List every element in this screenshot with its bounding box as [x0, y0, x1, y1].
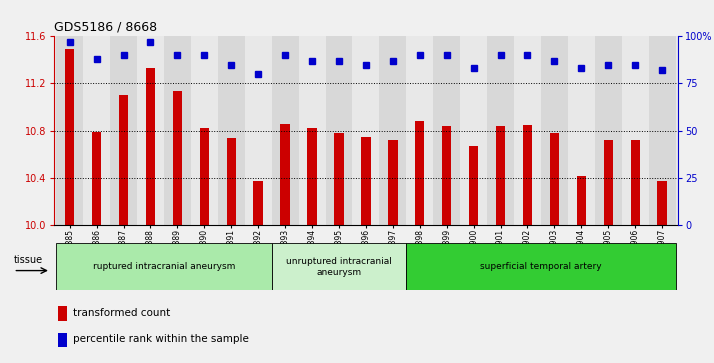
- Bar: [379, 36, 406, 225]
- Bar: [415, 121, 425, 225]
- Bar: [406, 36, 433, 225]
- Bar: [388, 140, 398, 225]
- Bar: [56, 36, 83, 225]
- Bar: [577, 175, 586, 225]
- Bar: [550, 133, 559, 225]
- Text: ruptured intracranial aneurysm: ruptured intracranial aneurysm: [93, 262, 235, 271]
- Bar: [658, 182, 667, 225]
- Bar: [92, 132, 101, 225]
- Bar: [226, 138, 236, 225]
- Bar: [496, 126, 506, 225]
- Bar: [65, 49, 74, 225]
- Bar: [433, 36, 461, 225]
- Bar: [200, 128, 209, 225]
- Bar: [595, 36, 622, 225]
- FancyBboxPatch shape: [56, 243, 271, 290]
- Text: superficial temporal artery: superficial temporal artery: [480, 262, 602, 271]
- Text: percentile rank within the sample: percentile rank within the sample: [73, 334, 248, 344]
- Text: GDS5186 / 8668: GDS5186 / 8668: [54, 21, 156, 34]
- Bar: [253, 182, 263, 225]
- Bar: [603, 140, 613, 225]
- Bar: [622, 36, 649, 225]
- Bar: [191, 36, 218, 225]
- FancyBboxPatch shape: [406, 243, 675, 290]
- Bar: [649, 36, 675, 225]
- Bar: [83, 36, 110, 225]
- Bar: [58, 333, 67, 347]
- Bar: [353, 36, 379, 225]
- Bar: [630, 140, 640, 225]
- Bar: [523, 125, 532, 225]
- Bar: [461, 36, 487, 225]
- Bar: [298, 36, 326, 225]
- Bar: [469, 146, 478, 225]
- Bar: [442, 126, 451, 225]
- Bar: [164, 36, 191, 225]
- Bar: [514, 36, 541, 225]
- Bar: [58, 306, 67, 321]
- Bar: [119, 95, 129, 225]
- Bar: [568, 36, 595, 225]
- Text: transformed count: transformed count: [73, 308, 170, 318]
- Bar: [271, 36, 298, 225]
- Text: tissue: tissue: [14, 255, 43, 265]
- Bar: [137, 36, 164, 225]
- Bar: [334, 133, 343, 225]
- Bar: [281, 123, 290, 225]
- Bar: [541, 36, 568, 225]
- Bar: [487, 36, 514, 225]
- FancyBboxPatch shape: [271, 243, 406, 290]
- Bar: [245, 36, 271, 225]
- Bar: [110, 36, 137, 225]
- Bar: [307, 128, 317, 225]
- Bar: [326, 36, 353, 225]
- Bar: [173, 90, 182, 225]
- Text: unruptured intracranial
aneurysm: unruptured intracranial aneurysm: [286, 257, 392, 277]
- Bar: [146, 68, 155, 225]
- Bar: [218, 36, 245, 225]
- Bar: [361, 136, 371, 225]
